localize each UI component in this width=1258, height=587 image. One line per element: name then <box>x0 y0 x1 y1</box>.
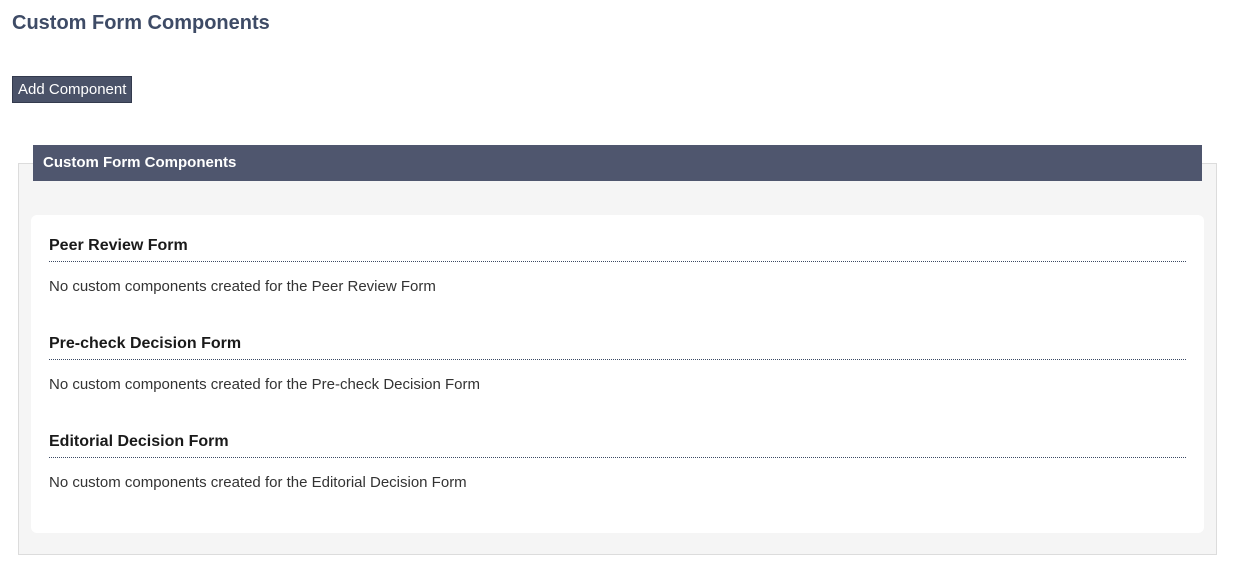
section-pre-check-decision-form: Pre-check Decision Form No custom compon… <box>49 335 1186 393</box>
page-title: Custom Form Components <box>12 12 270 34</box>
section-editorial-decision-form: Editorial Decision Form No custom compon… <box>49 433 1186 491</box>
add-component-button[interactable]: Add Component <box>12 76 133 103</box>
section-empty-message: No custom components created for the Pee… <box>49 278 436 295</box>
section-title: Pre-check Decision Form <box>49 335 1186 360</box>
section-title: Peer Review Form <box>49 237 1186 262</box>
panel-header-title: Custom Form Components <box>43 154 237 171</box>
custom-form-components-panel: Custom Form Components Peer Review Form … <box>18 145 1217 555</box>
section-title: Editorial Decision Form <box>49 433 1186 458</box>
panel-header: Custom Form Components <box>33 145 1202 181</box>
form-components-card: Peer Review Form No custom components cr… <box>31 215 1204 533</box>
section-peer-review-form: Peer Review Form No custom components cr… <box>49 237 1186 295</box>
section-empty-message: No custom components created for the Edi… <box>49 474 467 491</box>
section-empty-message: No custom components created for the Pre… <box>49 376 481 393</box>
